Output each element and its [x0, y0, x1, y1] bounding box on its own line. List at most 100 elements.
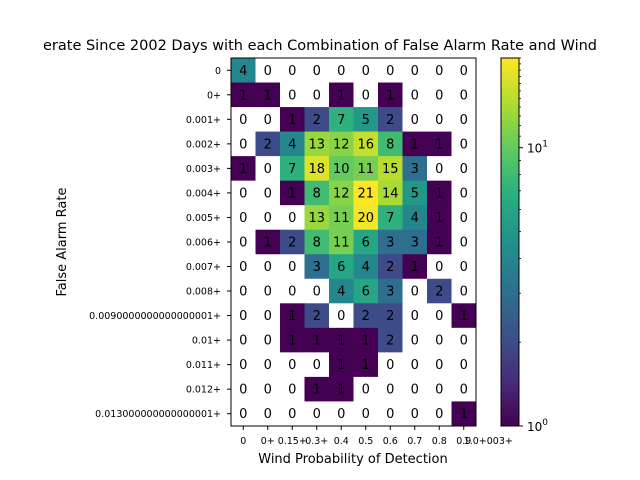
cell-value-label: 0 — [460, 137, 468, 152]
heatmap-cell — [353, 180, 379, 206]
heatmap-cell — [353, 376, 379, 402]
cell-value-label: 2 — [386, 260, 394, 275]
y-tick-label: 0.007+ — [186, 262, 221, 273]
heatmap-cell — [378, 278, 403, 304]
heatmap-cell — [402, 58, 428, 83]
heatmap-cell — [329, 156, 354, 182]
y-axis-ticks: 0 0+ 0.001+ 0.002+ 0.003+ 0.004+ 0.005+ 0.006+ 0… — [89, 66, 231, 420]
heatmap-cell — [280, 352, 305, 378]
cell-value-label: 5 — [362, 113, 370, 128]
cell-value-label: 0 — [264, 309, 272, 324]
heatmap-cell — [427, 254, 452, 280]
heatmap-cell — [231, 401, 256, 427]
heatmap-cell — [304, 229, 330, 255]
cell-value-label: 0 — [239, 137, 247, 152]
cell-value-label: 0 — [411, 113, 419, 128]
cell-value-label: 14 — [382, 186, 399, 201]
heatmap-cell — [353, 205, 379, 231]
heatmap-cell — [451, 107, 477, 132]
cell-value-label: 0 — [288, 64, 296, 79]
cell-value-label: 0 — [288, 285, 296, 300]
heatmap-cell — [353, 229, 379, 255]
cell-value-label: 1 — [264, 88, 272, 103]
heatmap-cell — [353, 156, 379, 182]
heatmap-cell — [255, 205, 281, 231]
cell-value-label: 12 — [333, 137, 350, 152]
heatmap-cell — [231, 278, 256, 304]
heatmap-cell — [231, 254, 256, 280]
cell-value-label: 1 — [411, 137, 419, 152]
heatmap-cell — [255, 180, 281, 206]
cell-value-label: 16 — [357, 137, 374, 152]
cell-value-label: 0 — [239, 186, 247, 201]
cell-value-label: 1 — [288, 113, 296, 128]
cell-value-label: 1 — [435, 235, 443, 250]
cell-value-label: 0 — [239, 407, 247, 422]
cell-value-label: 1 — [362, 358, 370, 373]
x-tick-label: 0 — [240, 436, 246, 447]
heatmap-cell — [231, 352, 256, 378]
heatmap-cell — [280, 180, 305, 206]
heatmap-cell — [451, 278, 477, 304]
cell-value-label: 1 — [362, 334, 370, 349]
heatmap-cell — [255, 254, 281, 280]
heatmap-cell — [402, 278, 428, 304]
heatmap-cell — [231, 156, 256, 182]
cell-value-label: 0 — [264, 383, 272, 398]
cell-value-label: 0 — [264, 162, 272, 177]
heatmap-cell — [402, 205, 428, 231]
cell-value-label: 0 — [264, 113, 272, 128]
cell-value-label: 0 — [264, 64, 272, 79]
cell-value-label: 2 — [264, 137, 272, 152]
y-tick-label: 0.0090000000000000001+ — [89, 311, 221, 322]
cell-value-label: 1 — [435, 211, 443, 226]
heatmap-cell — [304, 401, 330, 427]
heatmap-cell — [378, 401, 403, 427]
y-tick-label: 0.003+ — [186, 164, 221, 175]
cell-value-label: 1 — [313, 334, 321, 349]
cell-value-labels: 4 0 0 0 0 0 0 0 0 01 1 0 0 1 0 1 0 0 00 0 1 2 7 5 2 0 0 00 2 4 13 12 16 8… — [239, 64, 468, 422]
cell-value-label: 1 — [337, 88, 345, 103]
heatmap-cell — [329, 254, 354, 280]
heatmap-cell — [353, 352, 379, 378]
cell-value-label: 0 — [288, 211, 296, 226]
cell-value-label: 0 — [435, 358, 443, 373]
cell-value-label: 4 — [288, 137, 296, 152]
cell-value-label: 1 — [386, 88, 394, 103]
cell-value-label: 1 — [337, 334, 345, 349]
cell-value-label: 1 — [435, 137, 443, 152]
cell-value-label: 0 — [239, 113, 247, 128]
cell-value-label: 0 — [435, 64, 443, 79]
heatmap-cell — [329, 131, 354, 157]
cell-value-label: 1 — [411, 260, 419, 275]
y-tick-label: 0.005+ — [186, 213, 221, 224]
heatmap-cell — [231, 107, 256, 132]
heatmap-cell — [402, 229, 428, 255]
heatmap-cell — [427, 352, 452, 378]
cell-value-label: 0 — [239, 211, 247, 226]
y-tick-label: 0+ — [207, 90, 221, 101]
colorbar-tick-label: 100 — [527, 418, 548, 434]
y-tick-label: 0.002+ — [186, 139, 221, 150]
heatmap-cell — [329, 180, 354, 206]
cell-value-label: 0 — [337, 407, 345, 422]
heatmap-cell — [280, 327, 305, 353]
cell-value-label: 0 — [264, 211, 272, 226]
y-axis-label: False Alarm Rate — [55, 188, 70, 297]
cell-value-label: 0 — [435, 113, 443, 128]
heatmap-cell — [451, 401, 477, 427]
x-tick-label: 1.0+003+ — [464, 436, 513, 447]
heatmap-cell — [304, 327, 330, 353]
heatmap-cell — [378, 58, 403, 83]
cell-value-label: 0 — [362, 383, 370, 398]
heatmap-cell — [378, 376, 403, 402]
heatmap-cell — [304, 58, 330, 83]
heatmap-cell — [255, 327, 281, 353]
cell-value-label: 0 — [435, 407, 443, 422]
heatmap-cell — [329, 205, 354, 231]
heatmap-cell — [304, 131, 330, 157]
heatmap-cell — [280, 205, 305, 231]
heatmap-cell — [451, 352, 477, 378]
heatmap-cell — [353, 278, 379, 304]
